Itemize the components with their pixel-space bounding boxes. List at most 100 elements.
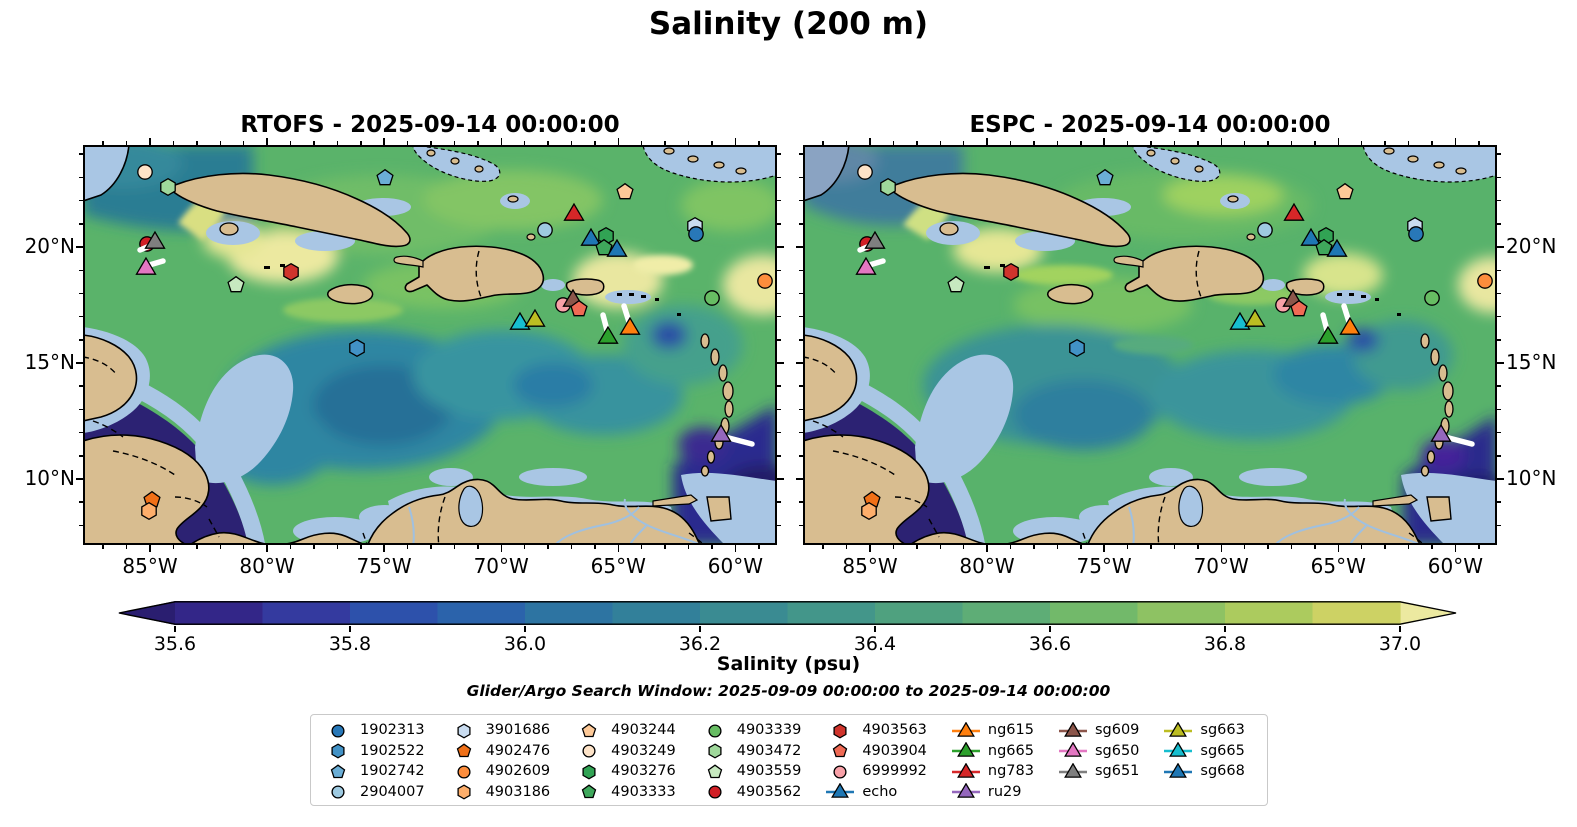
axis-tick-right [1497, 455, 1501, 457]
axis-tick-top [1384, 141, 1386, 145]
colorbar-tick-label: 36.6 [1028, 633, 1072, 655]
axis-tick-left [76, 362, 83, 364]
legend-entry-4903559: 4903559 [700, 761, 801, 782]
marker-1902742 [1096, 168, 1114, 186]
marker-4903249 [137, 164, 153, 180]
axis-tick-top [289, 141, 292, 145]
legend-label: 1902742 [360, 763, 425, 780]
axis-tick-bottom [758, 545, 760, 549]
axis-tick-top [594, 141, 596, 145]
glider-legend-glyph [951, 721, 980, 737]
marker-ng783 [1283, 202, 1305, 221]
map-rtofs-svg [83, 145, 777, 545]
marker-4903472 [160, 177, 176, 197]
lon-tick-label: 85°W [122, 554, 178, 578]
legend-label: sg650 [1094, 742, 1140, 759]
argo-legend-glyph [582, 744, 596, 758]
argo-legend-glyph [833, 743, 848, 758]
axis-tick-right [1497, 153, 1501, 155]
axis-tick-right [777, 455, 781, 457]
legend-entry-2904007: 2904007 [323, 782, 425, 803]
colorbar-tick-label: 36.2 [678, 633, 722, 655]
axis-tick-top [1267, 141, 1269, 145]
axis-tick-right [1497, 176, 1501, 179]
colorbar-tick [349, 626, 351, 632]
legend-label: ng783 [987, 763, 1034, 780]
marker-4903339 [704, 290, 720, 306]
legend-entry-4903904: 4903904 [825, 741, 927, 762]
colorbar-tick [699, 626, 701, 632]
axis-tick-top [242, 141, 245, 145]
legend-column: ng615 ng665 ng783 ru29 [951, 720, 1034, 802]
glider-legend-glyph [826, 783, 855, 799]
axis-tick-bottom [1431, 545, 1433, 549]
axis-tick-bottom [196, 545, 198, 549]
marker-4903904 [1290, 299, 1308, 317]
lat-tick-label: 10°N [1506, 466, 1557, 491]
axis-tick-top [360, 141, 362, 145]
axis-tick-bottom [1314, 545, 1316, 549]
lon-tick-label: 80°W [239, 554, 295, 578]
axis-tick-bottom [1220, 545, 1222, 552]
axis-tick-bottom [125, 545, 128, 549]
marker-4903244 [616, 182, 634, 200]
axis-tick-left [799, 339, 803, 341]
glider-legend-glyph [1058, 762, 1087, 778]
axis-tick-bottom [1337, 545, 1339, 552]
glider-legend-glyph [1058, 742, 1087, 758]
axis-tick-right [777, 153, 781, 155]
axis-tick-right [1497, 362, 1504, 364]
legend-label: 4903244 [611, 722, 676, 739]
legend-column: 4903563 4903904 6999992 echo [825, 720, 927, 802]
lat-tick-label: 15°N [1506, 350, 1557, 375]
legend-entry-4903562: 4903562 [700, 782, 801, 803]
argo-legend-glyph [833, 765, 847, 779]
legend-label: 6999992 [862, 763, 927, 780]
legend-label: 4903563 [862, 722, 927, 739]
legend-entry-sg665: sg665 [1163, 741, 1245, 762]
lon-tick-label: 75°W [1076, 554, 1132, 578]
marker-ng665 [1317, 325, 1339, 344]
axis-tick-left [799, 385, 803, 387]
axis-tick-left [796, 362, 803, 364]
legend-label: 1902522 [360, 742, 425, 759]
axis-tick-right [777, 315, 781, 318]
marker-4903186 [861, 501, 877, 521]
axis-tick-right [777, 176, 781, 179]
legend-label: sg668 [1200, 763, 1245, 780]
axis-tick-right [777, 408, 781, 411]
axis-tick-left [79, 223, 83, 225]
axis-tick-left [796, 478, 803, 480]
colorbar-tick-label: 36.0 [503, 633, 547, 655]
axis-tick-bottom [1243, 545, 1246, 549]
axis-tick-bottom [892, 545, 895, 549]
axis-tick-left [79, 524, 83, 527]
glider-legend-glyph [951, 783, 980, 799]
axis-tick-left [79, 408, 83, 411]
marker-ng615 [1339, 316, 1361, 335]
axis-tick-bottom [172, 545, 175, 549]
axis-tick-bottom [266, 545, 268, 552]
legend-entry-sg663: sg663 [1163, 720, 1245, 741]
axis-tick-top [477, 141, 479, 145]
axis-tick-top [196, 141, 198, 145]
axis-tick-top [336, 141, 338, 145]
axis-tick-top [523, 141, 526, 145]
axis-tick-bottom [477, 545, 479, 549]
axis-tick-top [1243, 141, 1246, 145]
axis-tick-right [1497, 478, 1504, 480]
marker-4903249 [857, 164, 873, 180]
legend-label: 4903276 [611, 763, 676, 780]
axis-tick-top [313, 141, 315, 145]
axis-tick-top [383, 138, 385, 145]
legend-label: echo [862, 783, 898, 800]
axis-tick-bottom [453, 545, 456, 549]
glider-legend-glyph [1164, 742, 1193, 758]
legend-entry-4903249: 4903249 [574, 741, 676, 762]
glider-legend-glyph [1164, 762, 1193, 778]
axis-tick-top [892, 141, 895, 145]
axis-tick-top [1360, 141, 1363, 145]
legend-label: 4903333 [611, 783, 676, 800]
axis-tick-right [1497, 269, 1501, 271]
axis-tick-top [734, 138, 737, 145]
